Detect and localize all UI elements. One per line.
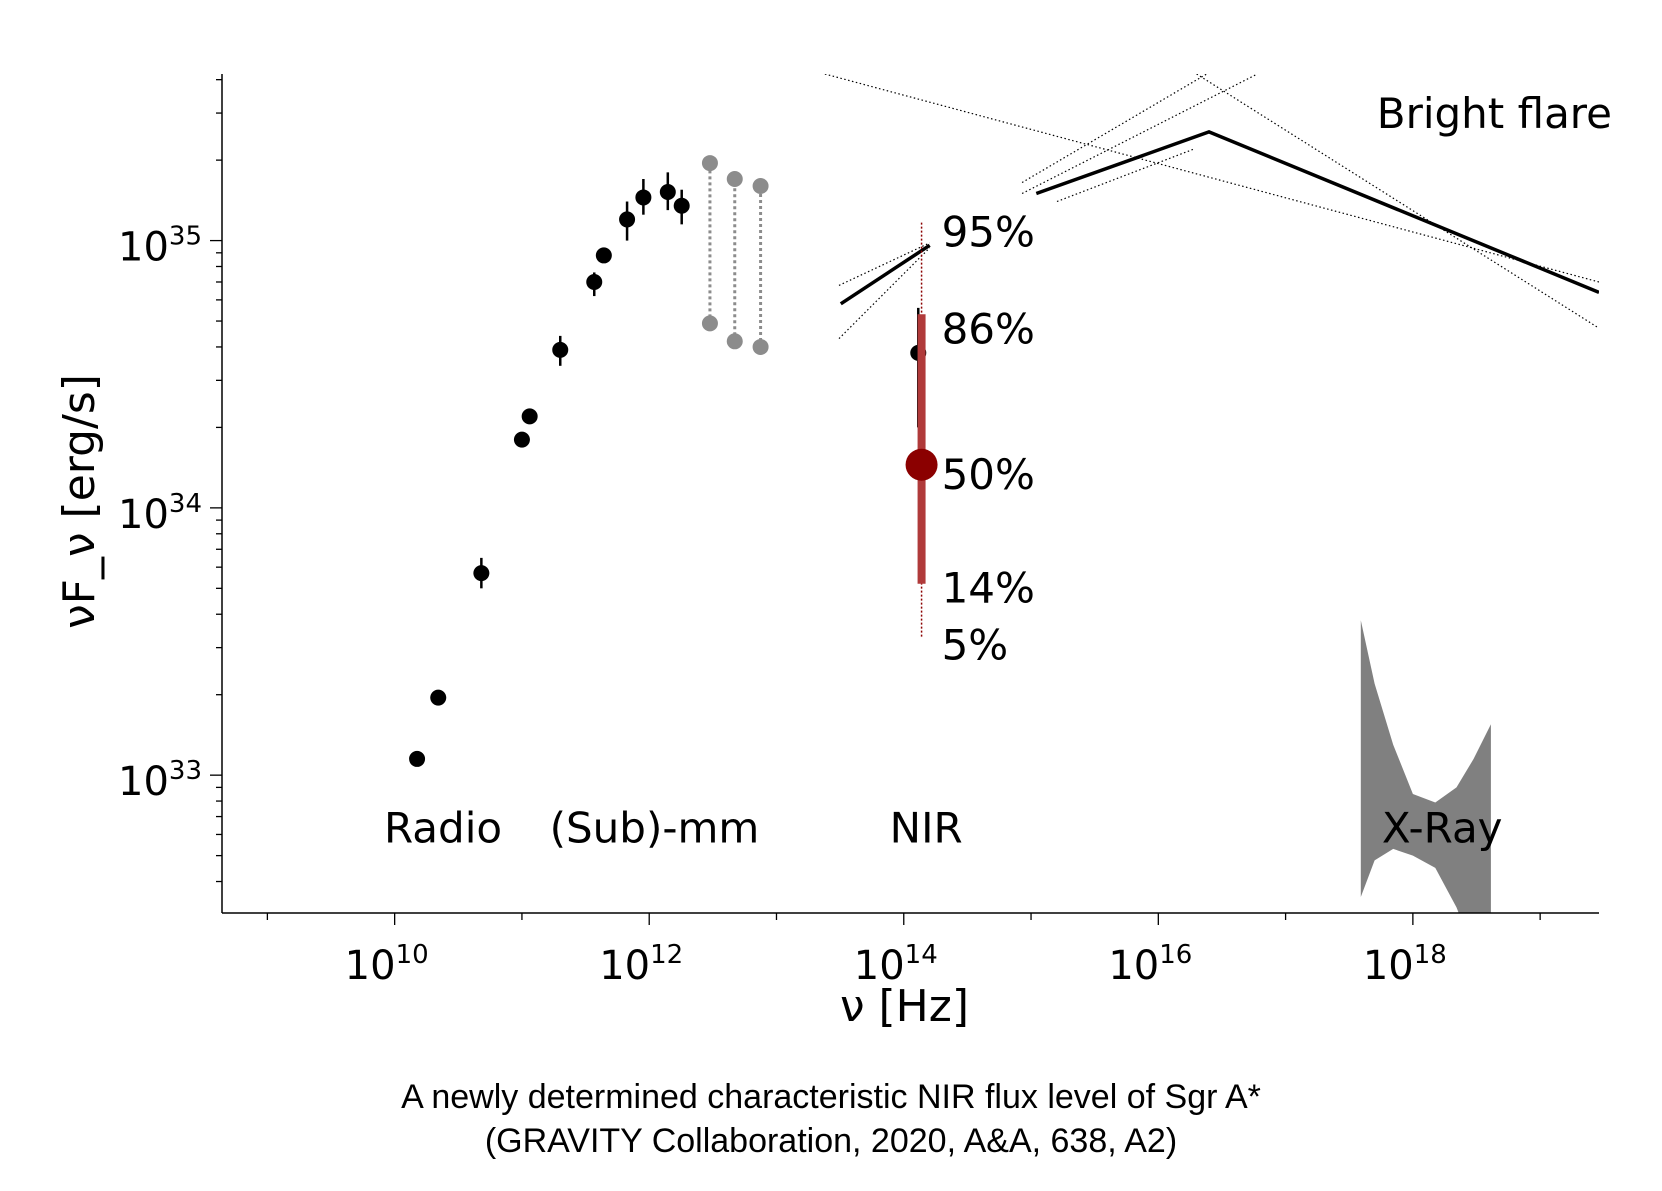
flare-uncertainty-line-4	[1196, 74, 1599, 329]
quiescent-point-5	[552, 341, 569, 358]
quiescent-point-8	[619, 211, 636, 228]
flare-model-line	[1035, 130, 1599, 295]
percentile-label-2: 50%	[942, 450, 1035, 499]
flare-nir-cone-0	[838, 242, 930, 286]
quiescent-point-9	[635, 189, 652, 206]
quiescent-point-0	[409, 750, 426, 767]
quiescent-point-2	[473, 565, 490, 582]
percentile-label-1: 86%	[942, 304, 1035, 353]
xray-quiescent-band	[1360, 620, 1491, 913]
bright-flare-label: Bright flare	[1377, 89, 1612, 138]
chart-labels: 1010 1012 1014 1016 1018 1033 1034 1035 ν [Hz] νF…	[54, 89, 1612, 1032]
axes	[210, 74, 1599, 925]
quiescent-point-4	[521, 408, 538, 425]
submm-range-upper-0	[701, 155, 718, 172]
caption-line-1: A newly determined characteristic NIR fl…	[401, 1078, 1261, 1116]
percentile-label-3: 14%	[942, 563, 1035, 612]
flare-nir-slope	[839, 243, 931, 306]
flare-uncertainty-line-0	[824, 74, 1599, 283]
plot-area	[409, 74, 1599, 913]
submm-range-lower-2	[752, 338, 769, 355]
flux-median-point	[905, 448, 938, 481]
y-axis-title: νF_ν [erg/s]	[54, 374, 105, 629]
flare-uncertainty-line-2	[1021, 74, 1258, 195]
quiescent-point-10	[659, 183, 676, 200]
x-tick-label-2: 1014	[854, 940, 938, 989]
y-tick-label-0: 1033	[118, 756, 202, 805]
band-label-2: NIR	[890, 803, 963, 852]
submm-range-upper-1	[726, 170, 743, 187]
y-tick-label-1: 1034	[118, 489, 202, 538]
y-tick-label-2: 1035	[118, 222, 202, 271]
quiescent-point-1	[430, 689, 447, 706]
quiescent-point-11	[673, 197, 690, 214]
percentile-label-4: 5%	[942, 621, 1009, 670]
flare-uncertainty-line-3	[1056, 148, 1195, 203]
submm-range-lower-1	[726, 333, 743, 350]
x-tick-label-1: 1012	[599, 940, 683, 989]
caption-line-2: (GRAVITY Collaboration, 2020, A&A, 638, …	[484, 1122, 1178, 1160]
quiescent-point-7	[595, 247, 612, 264]
submm-range-lower-0	[701, 315, 718, 332]
band-label-0: Radio	[384, 803, 502, 852]
quiescent-point-3	[513, 431, 530, 448]
submm-range-upper-2	[752, 178, 769, 195]
x-tick-label-3: 1016	[1108, 940, 1192, 989]
x-tick-label-4: 1018	[1363, 940, 1447, 989]
band-label-1: (Sub)-mm	[550, 803, 760, 852]
percentile-label-0: 95%	[942, 208, 1035, 257]
quiescent-point-6	[586, 273, 603, 290]
x-axis-title: ν [Hz]	[840, 981, 969, 1032]
band-label-3: X-Ray	[1382, 803, 1503, 852]
flare-nir-cone-1	[838, 247, 931, 340]
x-tick-label-0: 1010	[345, 940, 429, 989]
